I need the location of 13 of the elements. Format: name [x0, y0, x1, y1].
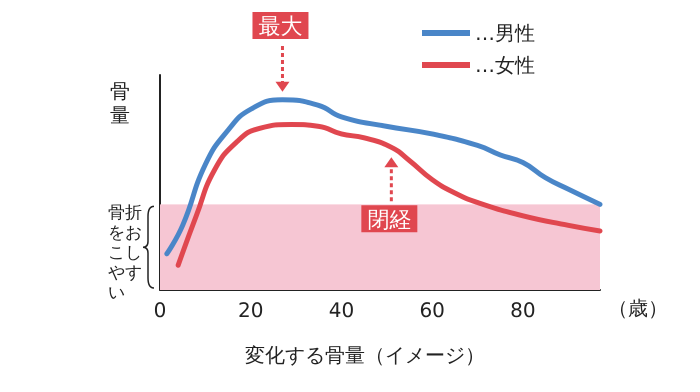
legend-label: …女性: [475, 53, 535, 77]
annotation: 閉経: [367, 206, 412, 232]
annotation: 最大: [258, 14, 302, 38]
x-tick-label: 40: [328, 298, 354, 322]
band-label: 骨折をおこしやすい: [108, 202, 142, 302]
legend-label: …男性: [475, 21, 535, 45]
x-tick-label: 60: [419, 298, 445, 322]
x-tick-label: 80: [510, 298, 536, 322]
y-axis-title: 骨量: [110, 81, 130, 127]
x-tick-label: 0: [154, 298, 166, 322]
text: 変化する骨量（イメージ）: [245, 343, 485, 367]
x-axis-title: （歳）: [608, 296, 668, 320]
x-tick-label: 20: [238, 298, 264, 322]
